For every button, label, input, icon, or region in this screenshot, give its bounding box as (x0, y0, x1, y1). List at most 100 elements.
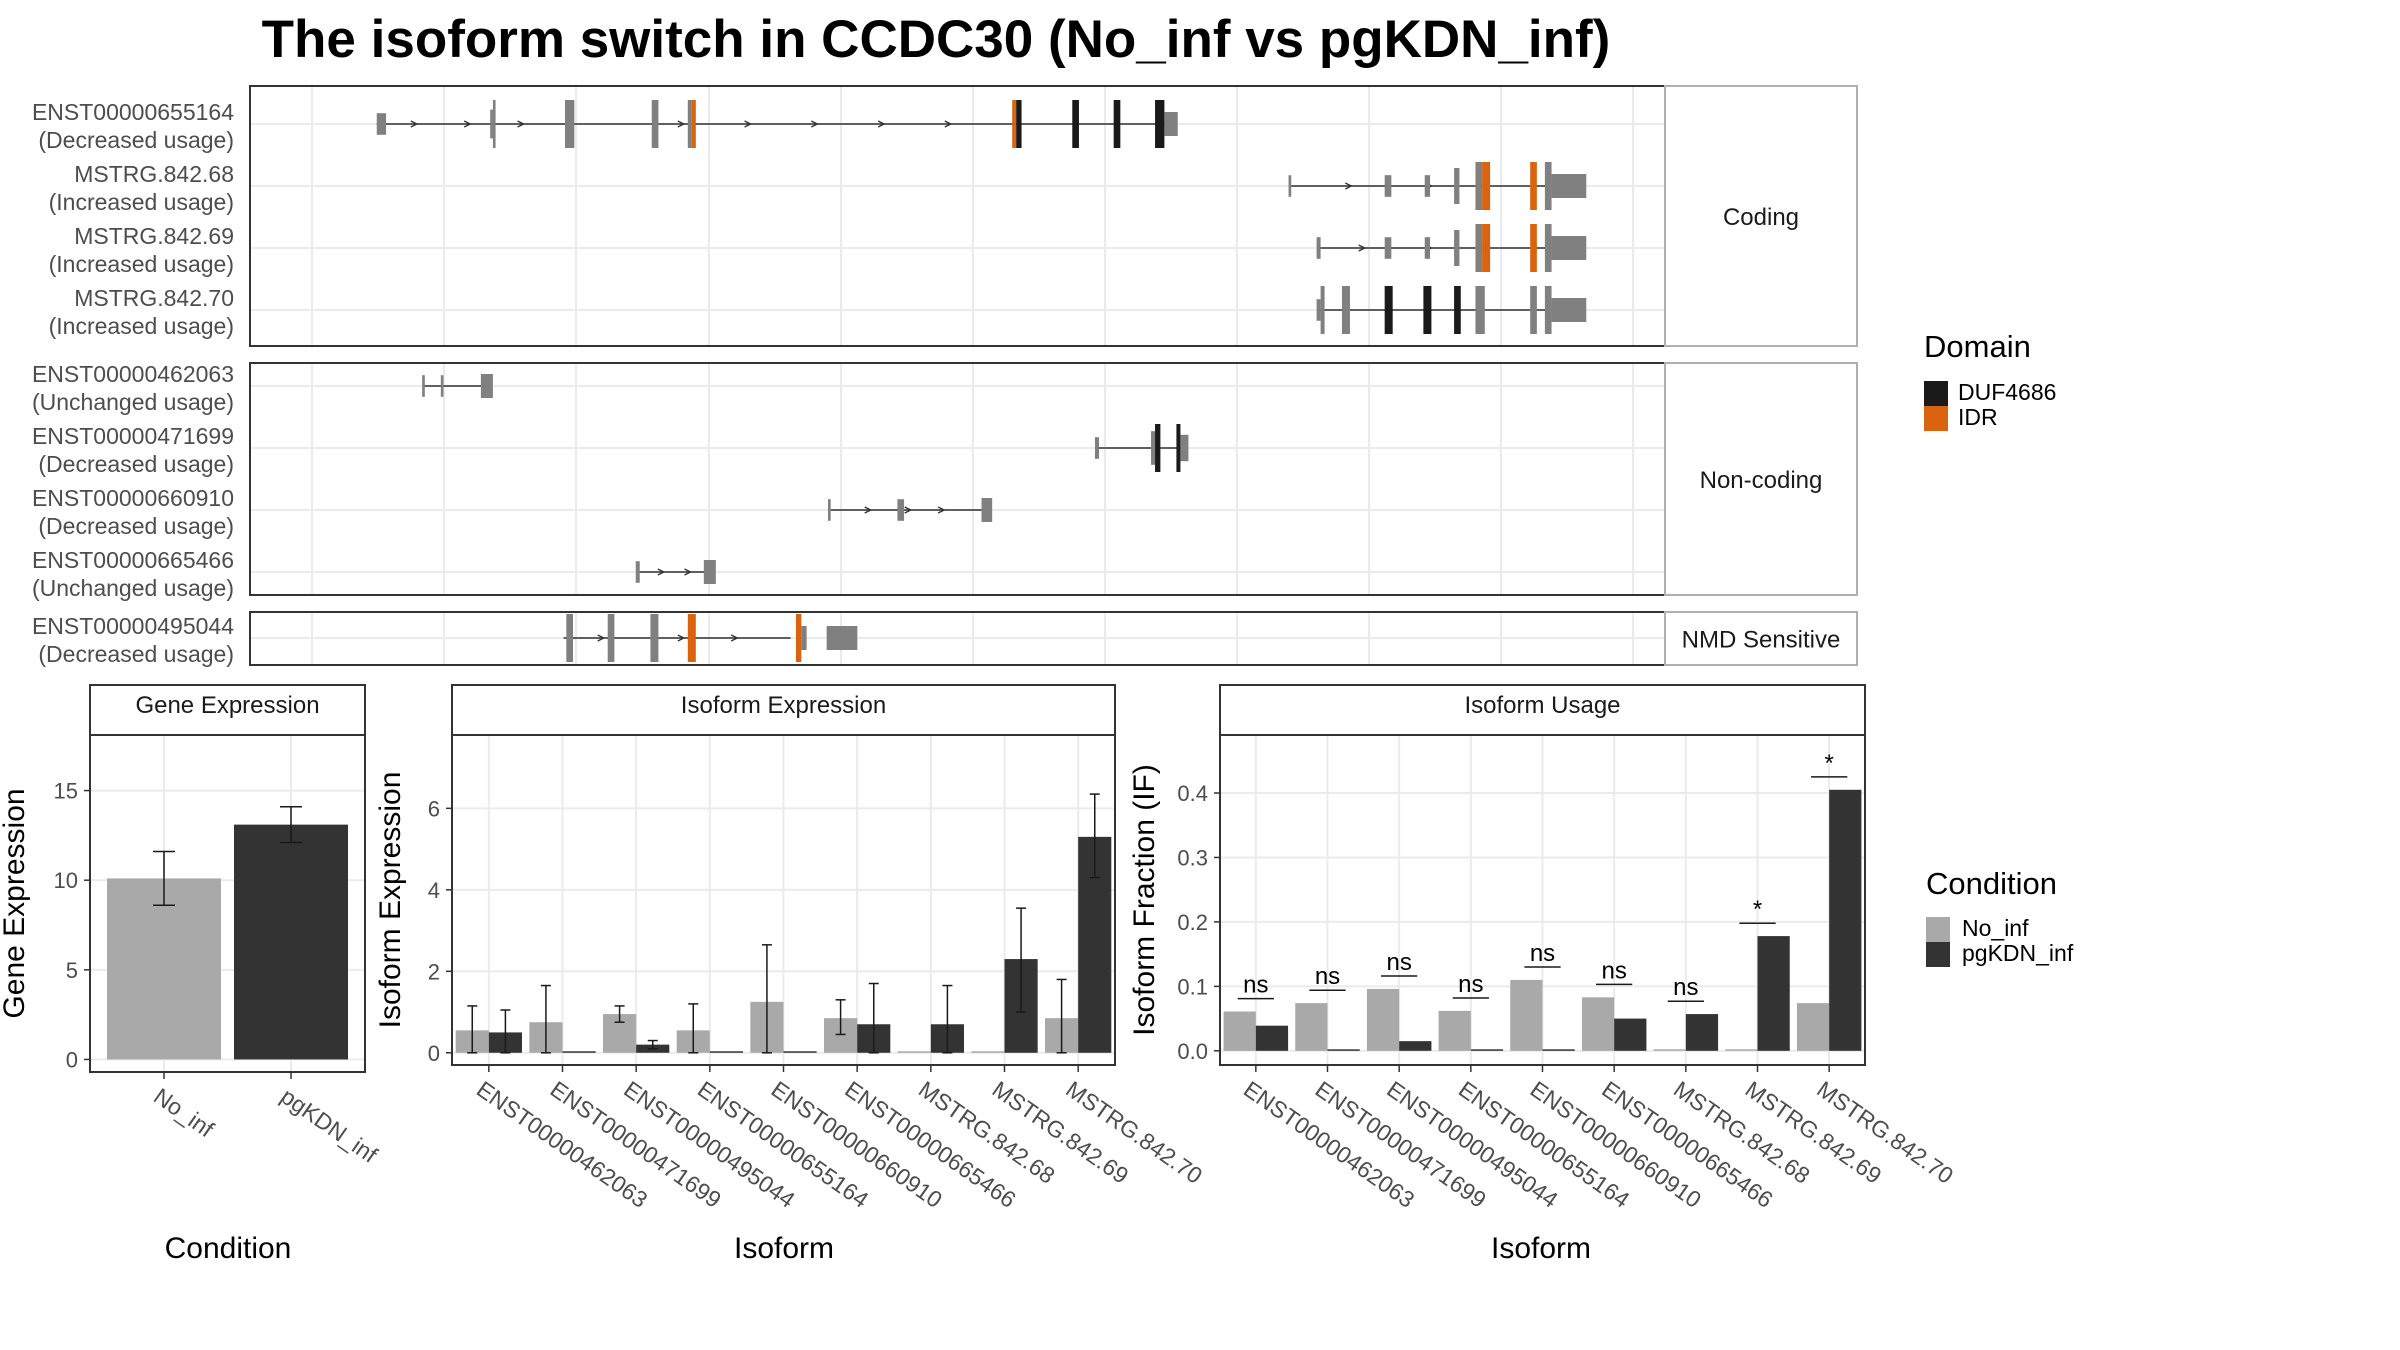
bar-no-inf-mstrg-842-70 (1796, 1003, 1830, 1051)
y-tick-label: 10 (54, 868, 78, 893)
legend-key-no-inf (1926, 917, 1950, 942)
bar-no-inf-enst00000471699 (1295, 1003, 1328, 1051)
facet-label-non-coding: Non-coding (1700, 467, 1823, 494)
significance-label: ns (1458, 971, 1483, 998)
exon (1316, 299, 1321, 321)
panel-strip-title: Gene Expression (135, 692, 319, 719)
bar-pgkdn-inf-enst00000471699 (1327, 1049, 1360, 1051)
bar-no-inf-mstrg-842-69 (971, 1051, 1005, 1053)
significance-label: ns (1315, 963, 1340, 990)
exon-idr (1530, 224, 1537, 272)
y-tick-label: 15 (54, 779, 78, 804)
isoform-mstrg-842-68-usage: (Increased usage) (49, 189, 234, 215)
direction-arrow (657, 568, 666, 576)
exon-idr (1012, 100, 1017, 148)
bar-pgkdn-inf-enst00000462063 (1255, 1025, 1289, 1051)
bar-no-inf-mstrg-842-68 (1653, 1049, 1686, 1051)
direction-arrow (810, 120, 819, 128)
y-tick-label: 6 (428, 796, 440, 821)
exon (651, 100, 659, 148)
bar-pgkdn-inf-mstrg-842-70 (1829, 789, 1862, 1051)
exon (1551, 298, 1587, 322)
exon (1384, 175, 1392, 197)
isoform-usage-panel: Isoform Usage 0.0 0.1 0.2 0.3 0.4 Isoform Frac… (1128, 684, 1958, 1265)
exon (826, 626, 858, 650)
isoform-enst00000471699-usage: (Decreased usage) (38, 451, 234, 477)
panel-strip (451, 684, 1116, 736)
isoform-mstrg-842-69-name: MSTRG.842.69 (74, 223, 234, 249)
significance-label: * (1753, 896, 1762, 923)
panel-strip-title: Isoform Usage (1464, 692, 1620, 719)
exon-duf4686 (1072, 100, 1079, 148)
panel-strip (89, 684, 366, 736)
exon (827, 499, 831, 521)
legend-label-pgkdn-inf: pgKDN_inf (1962, 940, 2074, 966)
x-axis-label: Isoform (734, 1232, 834, 1265)
exon (440, 375, 444, 397)
direction-arrow (904, 506, 913, 514)
bar-no-inf-enst00000462063 (1223, 1011, 1256, 1051)
x-axis-label: Condition (165, 1232, 292, 1265)
exon (635, 561, 640, 583)
bar-no-inf-enst00000660910 (1510, 979, 1543, 1051)
exon-idr (1530, 162, 1537, 210)
x-axis-label: Isoform (1491, 1232, 1591, 1265)
direction-arrow (677, 634, 686, 642)
exon-duf4686 (1016, 100, 1022, 148)
exon (607, 614, 615, 662)
exon (492, 100, 496, 148)
bar-pgkdn-inf-enst00000660910 (1542, 1049, 1575, 1051)
isoform-enst00000655164-name: ENST00000655164 (32, 99, 234, 125)
direction-arrow (463, 120, 472, 128)
exon (1475, 286, 1485, 334)
y-axis-label: Isoform Fraction (IF) (1128, 764, 1161, 1036)
exon (1424, 237, 1431, 259)
legend-key-duf4686 (1924, 381, 1948, 406)
exon (1551, 174, 1587, 198)
figure-title: The isoform switch in CCDC30 (No_inf vs … (262, 10, 1611, 69)
y-axis-label: Gene Expression (0, 788, 31, 1018)
exon (1384, 237, 1392, 259)
structure-panel-bg (250, 363, 1665, 595)
facet-label-coding: Coding (1723, 204, 1799, 231)
exon (1151, 431, 1156, 465)
bar-no-inf-mstrg-842-68 (897, 1051, 931, 1053)
y-tick-label: 0.1 (1177, 974, 1208, 999)
bar-no-inf-enst00000665466 (1581, 997, 1615, 1051)
exon (564, 100, 575, 148)
direction-arrow (684, 568, 693, 576)
exon-duf4686 (1423, 286, 1432, 334)
isoform-enst00000471699-name: ENST00000471699 (32, 423, 234, 449)
legend-label-duf4686: DUF4686 (1958, 379, 2056, 405)
exon (1164, 112, 1178, 136)
exon (703, 560, 716, 584)
isoform-enst00000462063-usage: (Unchanged usage) (32, 389, 234, 415)
legend-key-pgkdn-inf (1926, 942, 1950, 967)
direction-arrow (864, 506, 873, 514)
direction-arrow (877, 120, 886, 128)
y-tick-label: 0.0 (1177, 1039, 1208, 1064)
direction-arrow (1344, 182, 1353, 190)
isoform-enst00000495044-usage: (Decreased usage) (38, 641, 234, 667)
direction-arrow (1358, 244, 1367, 252)
significance-label: ns (1243, 972, 1268, 999)
exon (1424, 175, 1431, 197)
direction-arrow (677, 120, 686, 128)
plot-border (1219, 734, 1866, 1066)
exon (981, 498, 993, 522)
x-tick-label: No_inf (149, 1083, 219, 1143)
isoform-enst00000665466-name: ENST00000665466 (32, 547, 234, 573)
exon-idr (1482, 162, 1491, 210)
significance-label: ns (1601, 957, 1626, 984)
bar-pgkdn-inf-enst00000495044 (1399, 1041, 1432, 1051)
significance-label: ns (1673, 974, 1698, 1001)
isoform-enst00000665466-usage: (Unchanged usage) (32, 575, 234, 601)
exon (650, 614, 659, 662)
y-tick-label: 5 (66, 958, 78, 983)
exon-duf4686 (1454, 286, 1461, 334)
isoform-expression-panel: Isoform Expression 0 2 4 6 Isoform Expression… (374, 684, 1207, 1265)
gene-expression-panel: Gene Expression 0 5 10 15 Gene Expression Cond… (0, 684, 383, 1265)
bar-pgkdn-inf-enst00000665466 (1614, 1018, 1647, 1051)
exon (1094, 437, 1099, 459)
direction-arrow (730, 634, 739, 642)
